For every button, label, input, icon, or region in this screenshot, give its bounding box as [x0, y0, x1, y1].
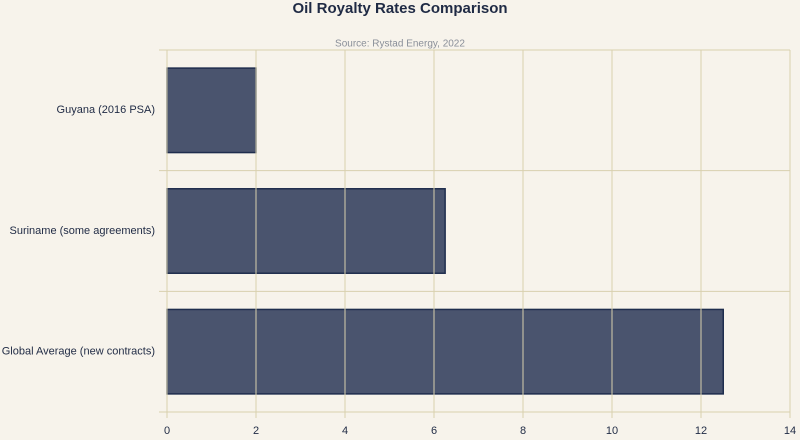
x-tick-label: 4: [342, 425, 348, 437]
y-tick-label: Guyana (2016 PSA): [57, 104, 155, 116]
bar: [166, 188, 446, 274]
x-tick-label: 8: [520, 425, 526, 437]
chart-title: Oil Royalty Rates Comparison: [292, 0, 507, 17]
x-tick-label: 14: [784, 425, 796, 437]
x-tick-label: 0: [164, 425, 170, 437]
bar: [166, 308, 724, 395]
y-tick-label: Global Average (new contracts): [2, 346, 155, 358]
chart-subtitle: Source: Rystad Energy, 2022: [335, 39, 465, 50]
bar: [166, 67, 257, 154]
x-tick-label: 12: [695, 425, 707, 437]
x-tick-label: 6: [431, 425, 437, 437]
x-tick-label: 10: [606, 425, 618, 437]
y-tick-label: Suriname (some agreements): [9, 225, 155, 237]
x-tick-label: 2: [253, 425, 259, 437]
